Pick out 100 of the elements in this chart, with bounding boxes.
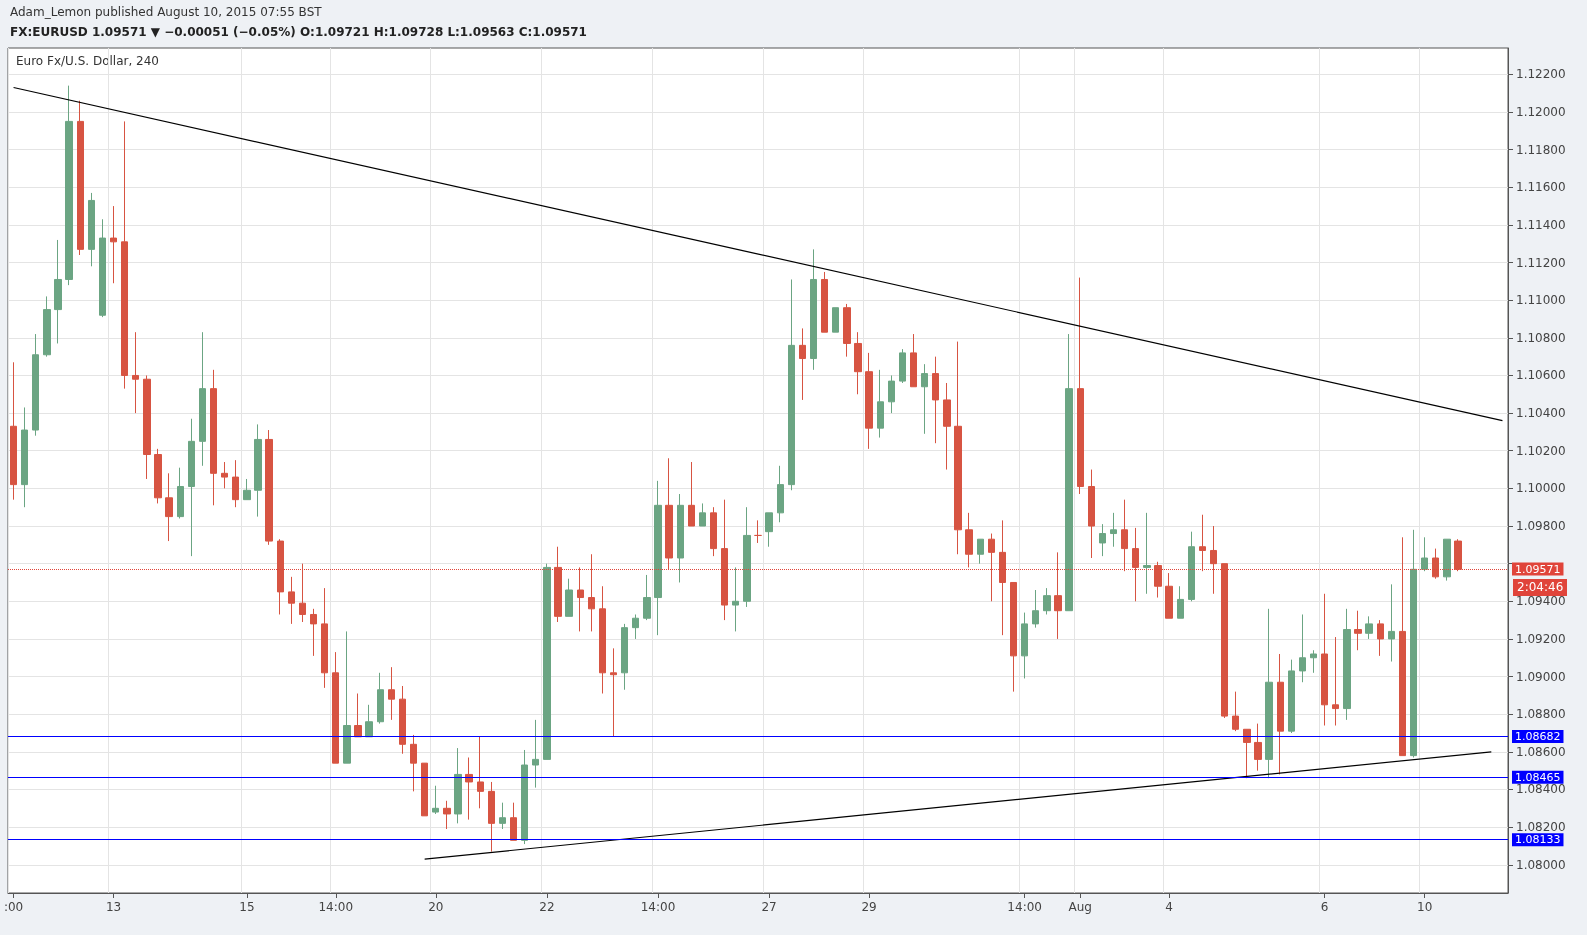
candlestick bbox=[921, 363, 928, 435]
candlestick bbox=[1377, 619, 1384, 657]
candlestick bbox=[1299, 613, 1306, 683]
candlestick bbox=[288, 576, 295, 625]
y-tick-label: 1.08400 bbox=[1516, 782, 1566, 797]
x-tick-label: 14:00 bbox=[1007, 900, 1042, 914]
candlestick bbox=[210, 369, 217, 506]
candlestick bbox=[1143, 512, 1151, 595]
candlestick bbox=[488, 781, 495, 853]
candlestick bbox=[643, 574, 651, 621]
x-tick-label: 15 bbox=[239, 900, 255, 914]
candlestick bbox=[1277, 653, 1284, 775]
candlestick bbox=[321, 587, 328, 689]
candlestick bbox=[943, 382, 951, 471]
candlestick bbox=[143, 374, 151, 480]
candlestick bbox=[1365, 615, 1373, 640]
candlestick bbox=[354, 693, 362, 738]
candlestick bbox=[577, 566, 584, 632]
y-tick-label: 1.11000 bbox=[1516, 293, 1566, 308]
y-tick-label: 1.11800 bbox=[1516, 142, 1566, 157]
candlestick bbox=[910, 333, 917, 388]
candlestick bbox=[99, 218, 106, 318]
candlestick bbox=[88, 192, 95, 267]
candlestick bbox=[1265, 608, 1273, 779]
y-tick-label: 1.08200 bbox=[1516, 820, 1566, 835]
candlestick bbox=[1054, 551, 1062, 640]
x-tick-label: 10 bbox=[1417, 900, 1433, 914]
candlestick bbox=[799, 327, 806, 401]
candlestick bbox=[1332, 636, 1339, 727]
y-tick-label: 1.09800 bbox=[1516, 519, 1566, 534]
candlestick bbox=[1132, 527, 1139, 602]
candlestick bbox=[865, 352, 873, 450]
candlestick bbox=[1310, 649, 1317, 674]
candlestick bbox=[888, 374, 895, 414]
candlestick bbox=[1021, 612, 1028, 679]
candlestick bbox=[1165, 572, 1173, 619]
candlestick bbox=[377, 672, 384, 725]
candlestick bbox=[1232, 691, 1239, 732]
candlestick bbox=[1043, 587, 1051, 615]
candlestick bbox=[554, 546, 562, 623]
text: 2:04:46 bbox=[1517, 580, 1564, 595]
candlestick bbox=[1354, 610, 1362, 651]
y-tick-label: 1.08600 bbox=[1516, 744, 1566, 759]
candlestick bbox=[477, 736, 484, 809]
candlestick bbox=[932, 356, 939, 444]
candlestick bbox=[254, 423, 262, 518]
y-tick-label: 1.11200 bbox=[1516, 255, 1566, 270]
candlestick bbox=[965, 512, 973, 568]
candlestick bbox=[1221, 563, 1228, 719]
candlestick bbox=[43, 295, 51, 358]
candlestick bbox=[632, 613, 639, 640]
candlestick bbox=[1099, 523, 1106, 557]
candlestick bbox=[821, 271, 828, 333]
candlestick bbox=[1154, 561, 1162, 599]
y-tick-label: 1.08800 bbox=[1516, 707, 1566, 722]
candlestick bbox=[677, 493, 684, 583]
x-tick-label: 6 bbox=[1320, 900, 1329, 914]
candlestick bbox=[265, 429, 273, 546]
candlestick bbox=[654, 480, 662, 636]
candlestick bbox=[77, 100, 84, 256]
candlestick bbox=[1254, 723, 1262, 772]
candlestick bbox=[854, 331, 862, 395]
candlestick bbox=[610, 647, 617, 738]
x-tick-label: 14:00 bbox=[640, 900, 676, 914]
candlestick bbox=[588, 553, 595, 632]
y-tick-label: 1.08000 bbox=[1516, 857, 1566, 872]
candlestick bbox=[1210, 525, 1217, 595]
candlestick bbox=[277, 538, 284, 615]
candlestick bbox=[199, 331, 206, 467]
candlestick bbox=[1343, 608, 1351, 721]
candlestick bbox=[388, 666, 395, 721]
y-tick-label: 1.09200 bbox=[1516, 631, 1566, 646]
candlestick bbox=[721, 499, 728, 621]
candlestick bbox=[1032, 589, 1039, 629]
candlestick bbox=[1088, 469, 1095, 559]
candlestick bbox=[443, 800, 451, 830]
candlestick bbox=[132, 331, 139, 414]
candlestick bbox=[754, 519, 762, 544]
candlestick bbox=[232, 459, 239, 508]
y-tick-label: 1.10600 bbox=[1516, 368, 1566, 383]
candlestick bbox=[732, 566, 739, 632]
x-tick-label: 13 bbox=[105, 900, 122, 914]
candlestick bbox=[177, 467, 184, 519]
candlestick bbox=[1432, 548, 1439, 580]
candlestick bbox=[221, 461, 228, 489]
candlestick bbox=[543, 563, 551, 760]
candlestick bbox=[521, 749, 528, 845]
candlestick bbox=[454, 747, 462, 824]
candlestick bbox=[510, 802, 517, 841]
y-tick-label: 1.09000 bbox=[1516, 669, 1566, 684]
text: Euro Fx/U.S. Dollar, 240 bbox=[16, 54, 159, 68]
candlestick bbox=[1410, 529, 1417, 758]
candlestick bbox=[1177, 585, 1184, 619]
candlestick bbox=[410, 734, 417, 792]
candlestick bbox=[1065, 333, 1073, 612]
candlestick bbox=[10, 361, 17, 501]
candlestick bbox=[532, 719, 539, 789]
candlestick bbox=[743, 506, 751, 608]
candlestick bbox=[310, 608, 317, 657]
candlestick bbox=[699, 502, 706, 527]
